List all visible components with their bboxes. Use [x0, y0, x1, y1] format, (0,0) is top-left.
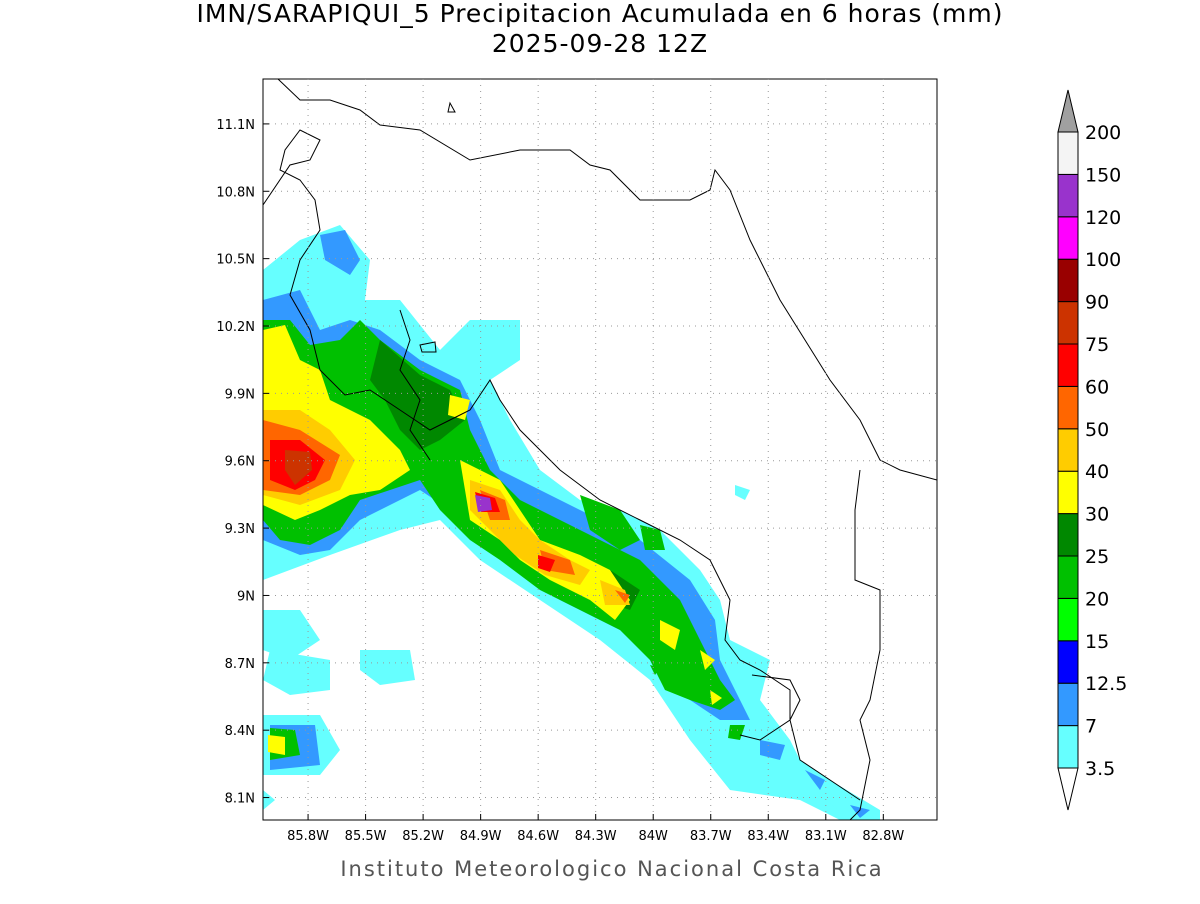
colorbar-swatch	[1057, 343, 1079, 387]
colorbar-swatch	[1057, 173, 1079, 218]
colorbar-swatch	[1057, 301, 1079, 345]
y-tick-label: 9N	[237, 589, 255, 604]
x-tick-label: 83.1W	[805, 829, 847, 844]
colorbar-label: 150	[1085, 164, 1121, 186]
colorbar-label: 50	[1085, 419, 1109, 441]
colorbar-label: 25	[1085, 546, 1109, 568]
colorbar-label: 200	[1085, 122, 1121, 144]
y-tick-label: 10.8N	[216, 185, 255, 200]
colorbar-swatch	[1057, 258, 1079, 303]
colorbar-swatch	[1057, 640, 1079, 684]
precipitation-field	[263, 225, 880, 820]
colorbar: 3.5 7 12.5 15 20 25 30 40 50 60 75 90 100 120 150 200	[1057, 89, 1127, 811]
x-tick-label: 84.6W	[517, 829, 559, 844]
y-tick-label: 9.3N	[225, 522, 255, 537]
colorbar-label: 30	[1085, 504, 1109, 526]
title: IMN/SARAPIQUI_5 Precipitacion Acumulada …	[196, 0, 1003, 28]
map-frame	[262, 78, 938, 821]
y-tick-label: 11.1N	[216, 118, 255, 133]
x-tick-label: 82.8W	[862, 829, 904, 844]
x-tick-label: 83.7W	[690, 829, 732, 844]
colorbar-label: 100	[1085, 249, 1121, 271]
colorbar-swatch	[1057, 428, 1079, 472]
y-tick-label: 10.5N	[216, 253, 255, 268]
colorbar-swatch	[1057, 131, 1079, 175]
y-tick-label: 9.9N	[225, 387, 255, 402]
colorbar-under	[1057, 767, 1079, 811]
colorbar-label: 3.5	[1085, 758, 1115, 780]
colorbar-label: 60	[1085, 376, 1109, 398]
x-tick-label: 83.4W	[747, 829, 789, 844]
colorbar-over	[1057, 89, 1079, 133]
colorbar-swatch	[1057, 385, 1079, 430]
subtitle: 2025-09-28 12Z	[492, 29, 708, 58]
colorbar-swatch	[1057, 513, 1079, 557]
x-tick-label: 85.8W	[287, 829, 329, 844]
x-tick-label: 84W	[639, 829, 669, 844]
colorbar-swatch	[1057, 682, 1079, 727]
colorbar-label: 7	[1085, 716, 1097, 738]
graticule: 85.8W 85.5W 85.2W 84.9W 84.6W 84.3W 84W 83.7W 83…	[216, 79, 937, 844]
colorbar-label: 120	[1085, 207, 1121, 229]
colorbar-label: 90	[1085, 292, 1109, 314]
colorbar-label: 15	[1085, 631, 1109, 653]
colorbar-swatch	[1057, 597, 1079, 642]
colorbar-swatch	[1057, 555, 1079, 599]
y-tick-label: 8.7N	[225, 657, 255, 672]
x-tick-label: 84.9W	[460, 829, 502, 844]
colorbar-label: 20	[1085, 588, 1109, 610]
colorbar-swatch	[1057, 216, 1079, 260]
colorbar-swatch	[1057, 470, 1079, 515]
y-tick-label: 8.1N	[225, 792, 255, 807]
y-tick-label: 10.2N	[216, 320, 255, 335]
colorbar-label: 75	[1085, 334, 1109, 356]
footer: Instituto Meteorologico Nacional Costa R…	[340, 857, 883, 881]
colorbar-swatch	[1057, 725, 1079, 769]
x-tick-label: 85.5W	[345, 829, 387, 844]
y-tick-label: 8.4N	[225, 724, 255, 739]
colorbar-label: 12.5	[1085, 673, 1127, 695]
y-tick-label: 9.6N	[225, 455, 255, 470]
x-tick-label: 85.2W	[402, 829, 444, 844]
x-tick-label: 84.3W	[575, 829, 617, 844]
colorbar-label: 40	[1085, 461, 1109, 483]
